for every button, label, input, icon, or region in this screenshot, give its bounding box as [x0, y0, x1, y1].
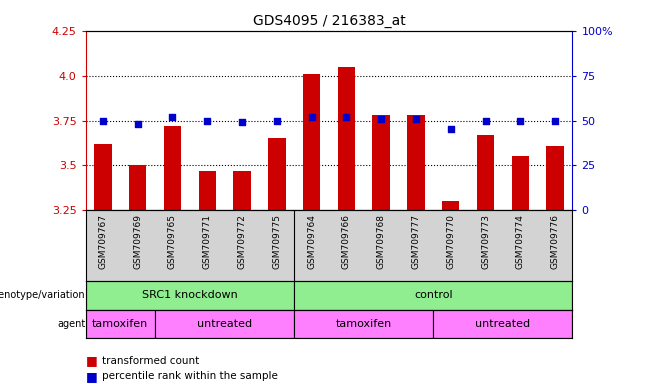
Text: tamoxifen: tamoxifen: [92, 319, 149, 329]
Point: [132, 121, 143, 127]
Text: transformed count: transformed count: [102, 356, 199, 366]
Bar: [434, 310, 572, 338]
Text: SRC1 knockdown: SRC1 knockdown: [142, 290, 238, 300]
Bar: [338, 67, 355, 210]
Bar: [94, 144, 112, 210]
Text: GSM709770: GSM709770: [446, 214, 455, 269]
Bar: [303, 74, 320, 210]
Text: percentile rank within the sample: percentile rank within the sample: [102, 371, 278, 381]
Text: GSM709769: GSM709769: [133, 214, 142, 269]
Bar: [442, 201, 459, 210]
Text: control: control: [414, 290, 453, 300]
Point: [480, 118, 491, 124]
Point: [376, 116, 386, 122]
Text: GSM709767: GSM709767: [99, 214, 107, 269]
Point: [97, 118, 108, 124]
Text: untreated: untreated: [197, 319, 252, 329]
Text: ■: ■: [86, 370, 97, 383]
Text: genotype/variation: genotype/variation: [0, 290, 86, 300]
Bar: [86, 310, 155, 338]
Text: GSM709775: GSM709775: [272, 214, 282, 269]
Text: GSM709765: GSM709765: [168, 214, 177, 269]
Text: GSM709773: GSM709773: [481, 214, 490, 269]
Bar: [129, 166, 147, 210]
Point: [341, 114, 351, 120]
Bar: [268, 139, 286, 210]
Point: [237, 119, 247, 126]
Text: tamoxifen: tamoxifen: [336, 319, 392, 329]
Text: agent: agent: [57, 319, 86, 329]
Bar: [546, 146, 564, 210]
Text: GSM709777: GSM709777: [411, 214, 420, 269]
Bar: [294, 281, 572, 310]
Bar: [512, 156, 529, 210]
Bar: [86, 281, 294, 310]
Text: GSM709772: GSM709772: [238, 214, 247, 269]
Bar: [234, 171, 251, 210]
Text: untreated: untreated: [475, 319, 530, 329]
Text: GSM709771: GSM709771: [203, 214, 212, 269]
Text: ■: ■: [86, 354, 97, 367]
Text: GSM709774: GSM709774: [516, 214, 525, 269]
Bar: [294, 310, 434, 338]
Point: [515, 118, 526, 124]
Text: GSM709766: GSM709766: [342, 214, 351, 269]
Bar: [199, 171, 216, 210]
Point: [272, 118, 282, 124]
Title: GDS4095 / 216383_at: GDS4095 / 216383_at: [253, 14, 405, 28]
Text: GSM709764: GSM709764: [307, 214, 316, 269]
Point: [202, 118, 213, 124]
Point: [550, 118, 561, 124]
Text: GSM709768: GSM709768: [376, 214, 386, 269]
Text: GSM709776: GSM709776: [551, 214, 559, 269]
Point: [167, 114, 178, 120]
Bar: [407, 115, 424, 210]
Bar: [372, 115, 390, 210]
Point: [411, 116, 421, 122]
Bar: [477, 135, 494, 210]
Point: [445, 126, 456, 132]
Point: [307, 114, 317, 120]
Bar: [155, 310, 294, 338]
Bar: [164, 126, 181, 210]
